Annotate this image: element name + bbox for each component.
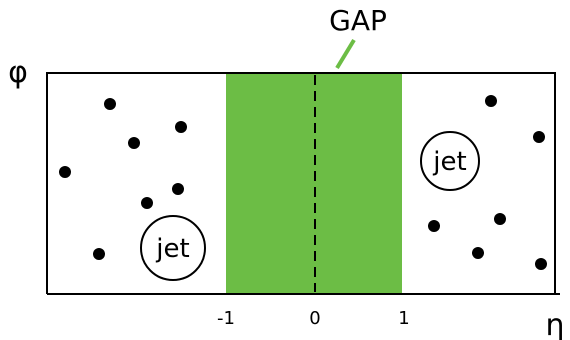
particle-dot <box>172 183 184 195</box>
gap-pointer-line <box>335 38 356 70</box>
particle-dot <box>535 258 547 270</box>
particle-dot <box>428 220 440 232</box>
jet-circle-right <box>420 131 480 191</box>
particle-dot <box>485 95 497 107</box>
particle-dot <box>175 121 187 133</box>
jet-label-left: jet <box>155 234 189 264</box>
tick-label-minus-1: -1 <box>217 308 235 329</box>
particle-dot <box>472 247 484 259</box>
particle-dot <box>533 131 545 143</box>
jet-label-right: jet <box>432 147 466 177</box>
plot-frame <box>46 72 556 294</box>
particle-dot <box>494 213 506 225</box>
particle-dot <box>59 166 71 178</box>
particle-dot <box>128 137 140 149</box>
particle-dot <box>104 98 116 110</box>
eta-axis-label: η <box>545 308 564 340</box>
particle-dot <box>93 248 105 260</box>
particle-dot <box>141 197 153 209</box>
jet-circle-left <box>140 215 206 281</box>
phi-axis-label: φ <box>8 55 28 90</box>
tick-label-1: 1 <box>398 308 409 329</box>
gap-label: GAP <box>329 4 387 37</box>
tick-label-0: 0 <box>309 308 320 329</box>
